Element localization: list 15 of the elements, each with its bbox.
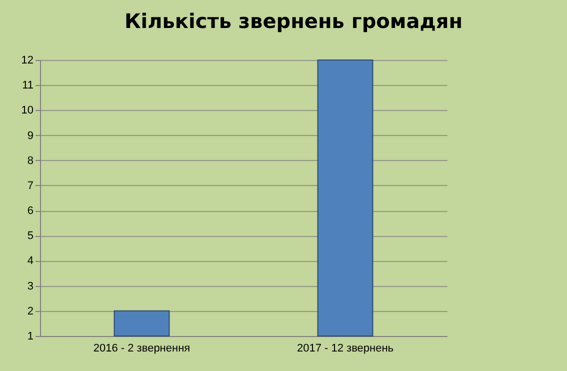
y-tick-label: 5 bbox=[27, 230, 34, 242]
x-tick-label: 2017 - 12 звернень bbox=[296, 342, 394, 354]
y-tick-label: 11 bbox=[22, 80, 34, 92]
y-tick-label: 3 bbox=[27, 280, 34, 292]
y-tick-label: 8 bbox=[27, 154, 34, 167]
y-tick-label: 6 bbox=[27, 205, 34, 218]
y-tick-label: 9 bbox=[27, 130, 34, 142]
x-tick-label: 2016 - 2 звернення bbox=[93, 342, 190, 354]
y-tick-label: 4 bbox=[27, 255, 34, 268]
y-tick-label: 2 bbox=[27, 305, 34, 318]
chart-title: Кількість звернень громадян bbox=[124, 9, 463, 33]
y-tick-label: 10 bbox=[21, 104, 34, 117]
y-tick-label: 7 bbox=[27, 180, 34, 192]
y-tick-label: 1 bbox=[27, 330, 34, 342]
y-tick-label: 12 bbox=[21, 54, 34, 66]
